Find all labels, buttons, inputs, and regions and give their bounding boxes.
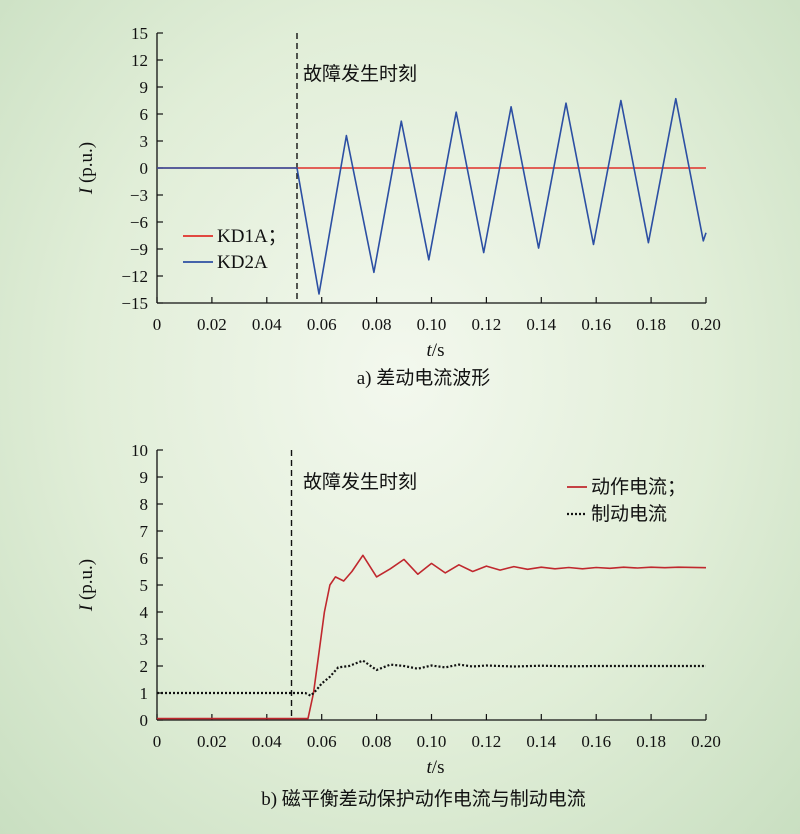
y-tick-label: 9 — [140, 468, 149, 487]
x-tick-label: 0 — [153, 732, 162, 751]
y-tick-label: 6 — [140, 549, 149, 568]
y-tick-label: 8 — [140, 495, 149, 514]
y-tick-label: 0 — [140, 159, 149, 178]
chart-caption: a) 差动电流波形 — [357, 367, 491, 389]
y-axis-label-var: I — [76, 603, 97, 612]
x-tick-label: 0.18 — [636, 732, 666, 751]
y-tick-label: −9 — [130, 240, 148, 259]
y-tick-label: 4 — [140, 603, 149, 622]
y-axis-label: I (p.u.) — [76, 142, 97, 195]
x-tick-label: 0.20 — [691, 732, 721, 751]
x-axis-label-unit: /s — [432, 757, 445, 778]
chart-caption: b) 磁平衡差动保护动作电流与制动电流 — [261, 788, 586, 810]
x-tick-label: 0.16 — [581, 732, 611, 751]
x-tick-label: 0.02 — [197, 315, 227, 334]
x-axis-label-var: t — [427, 340, 433, 361]
y-axis-label-var: I — [76, 186, 97, 195]
chart-b-operating-restraint-current: 0 0.02 0.04 0.06 0.08 0.10 0.12 0.14 0.16 0.18 0.2… — [76, 441, 721, 810]
fault-time-label: 故障发生时刻 — [303, 63, 417, 85]
legend-label-2: KD2A — [217, 252, 268, 273]
y-tick-label: −12 — [121, 267, 148, 286]
y-tick-label: 0 — [140, 711, 149, 730]
x-tick-label: 0 — [153, 315, 162, 334]
x-tick-label: 0.06 — [307, 315, 337, 334]
x-tick-label: 0.12 — [472, 315, 502, 334]
series-line-2 — [157, 97, 707, 295]
x-tick-label: 0.08 — [362, 732, 392, 751]
y-tick-label: 10 — [131, 441, 148, 460]
y-tick-label: −3 — [130, 186, 148, 205]
x-tick-label: 0.14 — [526, 315, 556, 334]
x-axis-label-unit: /s — [432, 340, 445, 361]
series-line-1 — [157, 554, 707, 720]
y-tick-label: 5 — [140, 576, 149, 595]
y-axis-label-unit: (p.u.) — [76, 559, 97, 605]
y-tick-label: 2 — [140, 657, 149, 676]
x-tick-label: 0.20 — [691, 315, 721, 334]
x-tick-label: 0.04 — [252, 732, 282, 751]
chart-a-differential-current: 0 0.02 0.04 0.06 0.08 0.10 0.12 0.14 0.16 0.18 0.2… — [76, 24, 721, 389]
x-axis-label-var: t — [427, 757, 433, 778]
x-tick-label: 0.06 — [307, 732, 337, 751]
x-tick-label: 0.16 — [581, 315, 611, 334]
y-tick-label: −6 — [130, 213, 148, 232]
y-tick-label: 3 — [140, 132, 149, 151]
y-tick-label: 7 — [140, 522, 149, 541]
y-tick-label: −15 — [121, 294, 148, 313]
y-tick-label: 3 — [140, 630, 149, 649]
y-tick-label: 1 — [140, 684, 149, 703]
y-axis-label-unit: (p.u.) — [76, 142, 97, 188]
legend-label-1: 动作电流； — [591, 476, 686, 498]
y-tick-label: 6 — [140, 105, 149, 124]
y-axis-label: I (p.u.) — [76, 559, 97, 612]
x-axis-label: t/s — [427, 340, 445, 361]
legend-label-1: KD1A； — [217, 226, 287, 247]
fault-time-label: 故障发生时刻 — [303, 471, 417, 493]
x-tick-label: 0.18 — [636, 315, 666, 334]
legend-label-2: 制动电流 — [591, 503, 667, 525]
x-tick-label: 0.10 — [417, 732, 447, 751]
y-tick-label: 9 — [140, 78, 149, 97]
x-tick-label: 0.10 — [417, 315, 447, 334]
x-tick-label: 0.04 — [252, 315, 282, 334]
y-tick-label: 15 — [131, 24, 148, 43]
x-tick-label: 0.12 — [472, 732, 502, 751]
x-tick-label: 0.08 — [362, 315, 392, 334]
series-line-2 — [157, 659, 706, 697]
x-tick-label: 0.14 — [526, 732, 556, 751]
x-axis-label: t/s — [427, 757, 445, 778]
x-tick-label: 0.02 — [197, 732, 227, 751]
y-tick-label: 12 — [131, 51, 148, 70]
